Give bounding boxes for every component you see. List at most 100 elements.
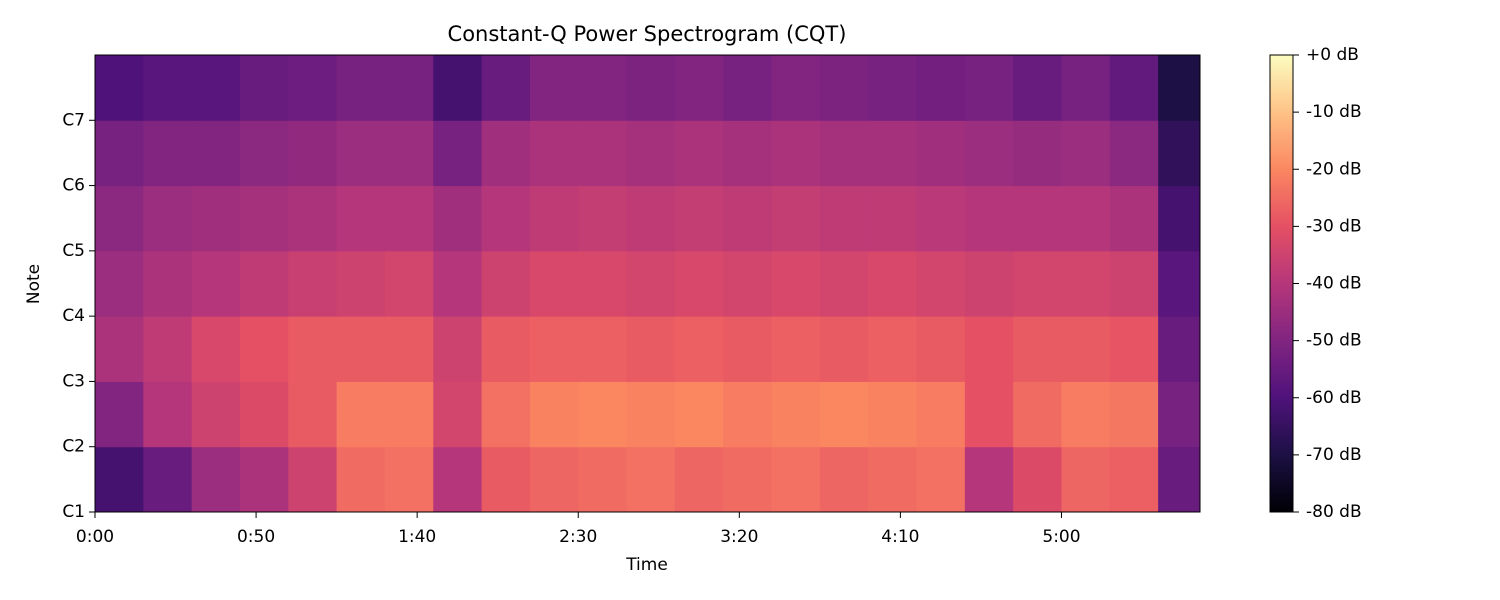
heatmap-cell (674, 381, 724, 448)
heatmap-cell (578, 381, 628, 448)
heatmap-cell (239, 120, 289, 187)
heatmap-cell (723, 250, 773, 317)
heatmap-cell (916, 446, 966, 513)
heatmap-cell (819, 446, 869, 513)
colorbar-tick-label: -40 dB (1306, 274, 1362, 294)
heatmap-cell (239, 55, 289, 121)
heatmap-cell (578, 120, 628, 187)
heatmap-cell (1013, 316, 1062, 382)
heatmap-cell (433, 381, 483, 448)
y-tick-label: C5 (62, 241, 85, 261)
colorbar-tick-label: -50 dB (1306, 331, 1362, 351)
heatmap-cell (819, 316, 869, 382)
heatmap-cell (964, 55, 1014, 121)
heatmap-cell (191, 316, 241, 382)
heatmap-cell (336, 316, 386, 382)
heatmap-cell (626, 316, 676, 382)
heatmap-cell (143, 446, 193, 513)
x-axis-label: Time (625, 555, 668, 575)
heatmap-cell (868, 250, 918, 317)
heatmap-cell (626, 446, 676, 513)
heatmap-cell (529, 55, 579, 121)
heatmap-cell (771, 250, 821, 317)
heatmap-cell (384, 381, 434, 448)
heatmap-cell (288, 381, 338, 448)
colorbar-tick-label: -60 dB (1306, 388, 1362, 408)
y-tick-label: C1 (62, 502, 85, 522)
heatmap-cell (95, 250, 144, 317)
heatmap-cell (819, 120, 869, 187)
heatmap-cell (916, 250, 966, 317)
heatmap-cell (578, 55, 628, 121)
heatmap-cell (481, 185, 531, 252)
heatmap-cell (239, 446, 289, 513)
heatmap-cell (1158, 316, 1201, 382)
chart-title: Constant-Q Power Spectrogram (CQT) (448, 22, 847, 46)
heatmap-cell (529, 446, 579, 513)
heatmap-cell (819, 185, 869, 252)
heatmap-cell (336, 446, 386, 513)
heatmap-cell (1158, 55, 1201, 121)
heatmap-cell (529, 185, 579, 252)
heatmap-cell (916, 381, 966, 448)
heatmap-cell (1109, 381, 1159, 448)
heatmap-cell (1013, 55, 1062, 121)
heatmap-cell (288, 185, 338, 252)
heatmap-cell (1158, 381, 1201, 448)
heatmap-cell (143, 185, 193, 252)
heatmap-cell (95, 446, 144, 513)
plot-frame (94, 54, 1201, 513)
heatmap-cell (868, 316, 918, 382)
heatmap-cell (1158, 185, 1201, 252)
heatmap-cell (1158, 120, 1201, 187)
y-tick-label: C4 (62, 306, 85, 326)
heatmap-cell (1109, 185, 1159, 252)
heatmap-cell (95, 55, 144, 121)
heatmap-cell (819, 381, 869, 448)
heatmap-cell (916, 55, 966, 121)
colorbar-tick-label: -30 dB (1306, 216, 1362, 236)
heatmap-cell (626, 250, 676, 317)
heatmap-cell (529, 316, 579, 382)
heatmap-cell (336, 381, 386, 448)
heatmap-cell (191, 446, 241, 513)
heatmap-cell (1109, 316, 1159, 382)
heatmap-cell (191, 250, 241, 317)
heatmap-cell (1013, 446, 1062, 513)
heatmap-cell (481, 316, 531, 382)
heatmap-cell (964, 250, 1014, 317)
heatmap-cell (288, 446, 338, 513)
heatmap-cell (771, 316, 821, 382)
x-tick-label: 4:10 (881, 527, 919, 547)
heatmap-cell (191, 55, 241, 121)
heatmap-cell (191, 381, 241, 448)
heatmap-cell (674, 250, 724, 317)
heatmap-cell (1061, 381, 1111, 448)
heatmap-cell (868, 55, 918, 121)
x-tick-label: 0:50 (237, 527, 275, 547)
heatmap-cell (191, 185, 241, 252)
heatmap-cell (868, 446, 918, 513)
heatmap-cell (1013, 120, 1062, 187)
heatmap-cell (384, 316, 434, 382)
heatmap-cell (674, 446, 724, 513)
heatmap-cell (868, 381, 918, 448)
heatmap-cell (723, 120, 773, 187)
heatmap-cell (529, 381, 579, 448)
heatmap-cell (143, 381, 193, 448)
heatmap-cell (964, 185, 1014, 252)
heatmap-cell (143, 55, 193, 121)
heatmap-cell (964, 120, 1014, 187)
heatmap-cell (191, 120, 241, 187)
heatmap-cell (433, 120, 483, 187)
heatmap-cell (1013, 250, 1062, 317)
x-tick-label: 3:20 (720, 527, 758, 547)
heatmap-cell (868, 120, 918, 187)
heatmap-cell (771, 55, 821, 121)
heatmap-cell (674, 55, 724, 121)
heatmap-cell (771, 185, 821, 252)
heatmap-cell (916, 120, 966, 187)
heatmap-cell (578, 185, 628, 252)
heatmap-cell (384, 185, 434, 252)
